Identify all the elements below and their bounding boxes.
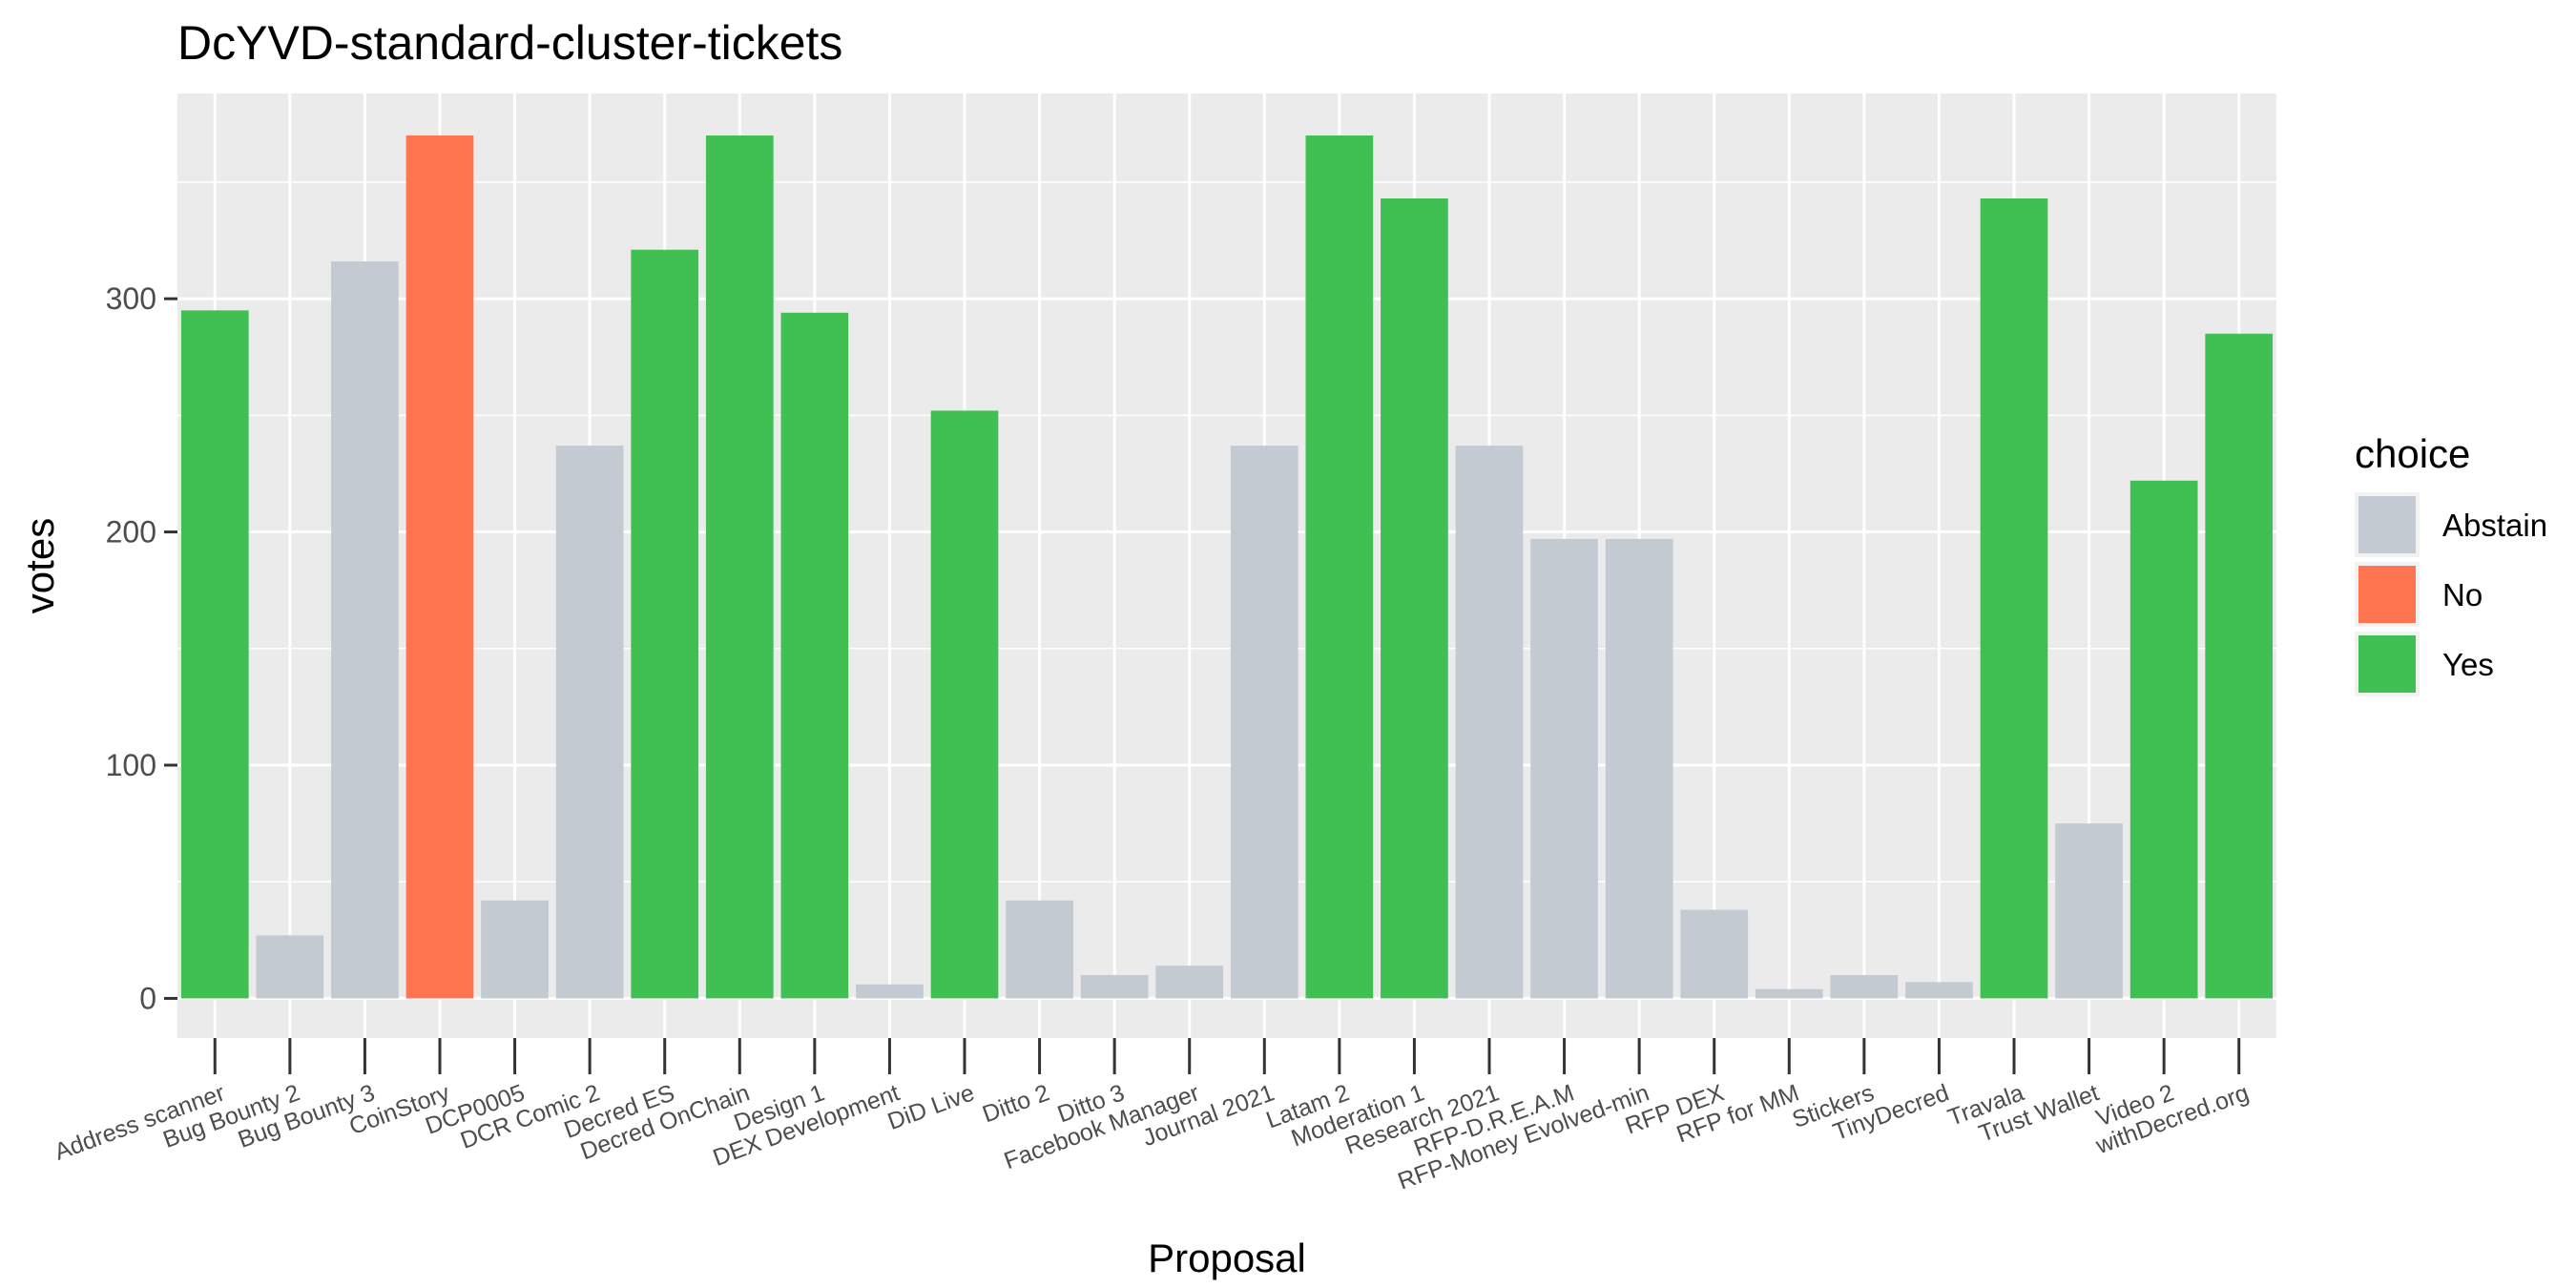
bar-ditto-2	[1006, 900, 1073, 999]
bar-bug-bounty-3	[331, 261, 399, 999]
bar-did-live	[930, 410, 999, 999]
bar-rfp-money-evolved-min	[1605, 538, 1673, 999]
bars	[180, 135, 2274, 999]
bar-dex-development	[856, 984, 924, 999]
y-axis-title: votes	[17, 518, 62, 613]
legend-swatch-yes	[2358, 635, 2416, 693]
bar-decred-es	[631, 249, 699, 999]
bar-bug-bounty-2	[256, 935, 324, 999]
x-axis-title: Proposal	[1148, 1236, 1306, 1280]
bar-travala	[1980, 198, 2048, 999]
legend-label-yes: Yes	[2442, 647, 2494, 682]
bar-trust-wallet	[2055, 823, 2123, 999]
bar-dcr-comic-2	[555, 446, 624, 999]
bar-ditto-3	[1080, 975, 1149, 999]
y-tick-label: 0	[139, 981, 156, 1015]
bar-withdecred-org	[2205, 333, 2274, 999]
x-tick-label-did-live: DiD Live	[884, 1079, 978, 1135]
bar-dcp0005	[481, 900, 549, 999]
bar-rfp-d-r-e-a-m	[1530, 538, 1598, 999]
bar-moderation-1	[1381, 198, 1448, 999]
legend: choice Abstain No Yes	[2355, 431, 2547, 696]
bar-video-2	[2129, 480, 2198, 999]
bar-journal-2021	[1230, 446, 1298, 999]
y-tick-label: 100	[106, 748, 156, 782]
y-tick-label: 200	[106, 515, 156, 550]
bar-facebook-manager	[1155, 966, 1224, 999]
legend-swatch-abstain	[2358, 496, 2416, 553]
bar-address-scanner	[180, 310, 249, 999]
grid-minor	[177, 181, 2276, 883]
bar-design-1	[780, 312, 849, 999]
y-axis: 0 100 200 300	[106, 281, 177, 1015]
x-tick-label-ditto-2: Ditto 2	[979, 1079, 1052, 1128]
bar-coinstory	[405, 135, 474, 999]
legend-label-no: No	[2442, 577, 2483, 613]
bar-research-2021	[1455, 446, 1524, 999]
bar-rfp-for-mm	[1755, 988, 1823, 999]
bar-latam-2	[1305, 135, 1374, 999]
legend-title: choice	[2355, 431, 2470, 476]
bar-decred-onchain	[705, 135, 774, 999]
bar-rfp-dex	[1680, 909, 1749, 999]
chart-title: DcYVD-standard-cluster-tickets	[177, 16, 842, 70]
y-tick-label: 300	[106, 281, 156, 316]
legend-swatch-no	[2358, 566, 2416, 623]
bar-tinydecred	[1905, 982, 1973, 999]
bar-stickers	[1830, 975, 1899, 999]
plot-panel	[177, 93, 2276, 1038]
legend-label-abstain: Abstain	[2442, 508, 2547, 543]
